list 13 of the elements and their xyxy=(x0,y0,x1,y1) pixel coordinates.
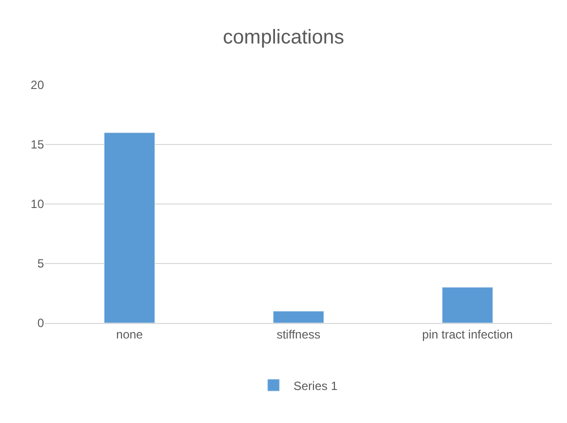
bar xyxy=(104,132,156,323)
y-tick-label: 0 xyxy=(37,316,44,330)
y-tick-label: 5 xyxy=(37,256,44,271)
x-tick-label: pin tract infection xyxy=(422,327,513,342)
x-tick-label: stiffness xyxy=(276,327,320,342)
legend-label: Series 1 xyxy=(294,378,338,393)
y-tick-label: 15 xyxy=(30,138,44,152)
x-tick-label: none xyxy=(116,327,144,342)
bar xyxy=(442,287,494,323)
y-tick-label: 20 xyxy=(30,78,44,92)
bar xyxy=(272,310,324,323)
chart-title: complications xyxy=(222,26,344,49)
y-tick-label: 10 xyxy=(30,197,44,212)
